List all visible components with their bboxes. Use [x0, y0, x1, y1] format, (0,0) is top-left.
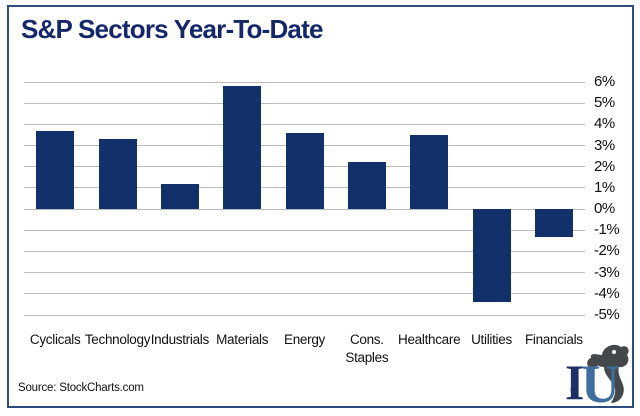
- bar-technology: [98, 139, 137, 210]
- y-axis-tick-label: 5%: [594, 94, 615, 112]
- x-axis-tick-label: Energy: [284, 332, 325, 347]
- bar-cyclicals: [36, 130, 75, 210]
- bar-cons-staples: [347, 162, 386, 210]
- gridline: [24, 314, 585, 316]
- y-axis-tick-label: -2%: [594, 242, 620, 260]
- x-axis-tick-label: Utilities: [471, 332, 512, 347]
- source-credit: Source: StockCharts.com: [18, 382, 144, 394]
- y-axis-tick-label: 2%: [594, 157, 615, 175]
- bar-energy: [285, 132, 324, 210]
- y-axis-tick-label: 6%: [594, 73, 615, 90]
- y-axis-tick-label: -1%: [594, 221, 620, 239]
- y-axis-tick-label: 0%: [594, 200, 615, 218]
- x-axis-tick-label: Cyclicals: [29, 332, 81, 347]
- x-axis-tick-label: Cons. Staples: [345, 332, 389, 365]
- plot-area: 6% 5% 4% 3% 2% 1% 0% -1% -2% -3% -4% -5% Cyclicals Te…: [24, 73, 620, 365]
- logo-letter-u: U: [581, 354, 620, 408]
- y-axis-tick-label: -5%: [594, 306, 620, 323]
- x-axis-tick-label: Materials: [216, 332, 269, 347]
- gridline: [24, 293, 585, 295]
- gridline: [24, 229, 585, 231]
- y-axis-tick-label: 1%: [594, 178, 615, 196]
- gridline: [24, 123, 585, 125]
- bear-mascot-icon: [570, 344, 629, 403]
- bar-industrials: [160, 183, 199, 210]
- gridline: [24, 102, 585, 104]
- y-axis-tick-label: 3%: [594, 136, 615, 154]
- y-axis-tick-label: 4%: [594, 115, 615, 133]
- gridline: [24, 250, 585, 252]
- x-axis-tick-label: Financials: [524, 332, 583, 347]
- bar-healthcare: [410, 134, 449, 210]
- x-axis-tick-label: Technology: [84, 332, 151, 347]
- gridline: [24, 81, 585, 83]
- x-axis-tick-label: Healthcare: [398, 332, 461, 347]
- iu-mascot-logo: I U: [565, 344, 629, 408]
- gridline: [24, 272, 585, 274]
- y-axis-tick-label: -4%: [594, 284, 620, 302]
- chart-title: S&P Sectors Year-To-Date: [21, 14, 323, 44]
- bar-financials: [534, 209, 573, 237]
- gridline: [24, 208, 585, 210]
- bar-materials: [223, 86, 262, 210]
- y-axis-tick-label: -3%: [594, 263, 620, 281]
- logo-letter-i: I: [565, 354, 584, 408]
- bar-utilities: [472, 209, 511, 303]
- x-axis-tick-label: Industrials: [150, 332, 210, 347]
